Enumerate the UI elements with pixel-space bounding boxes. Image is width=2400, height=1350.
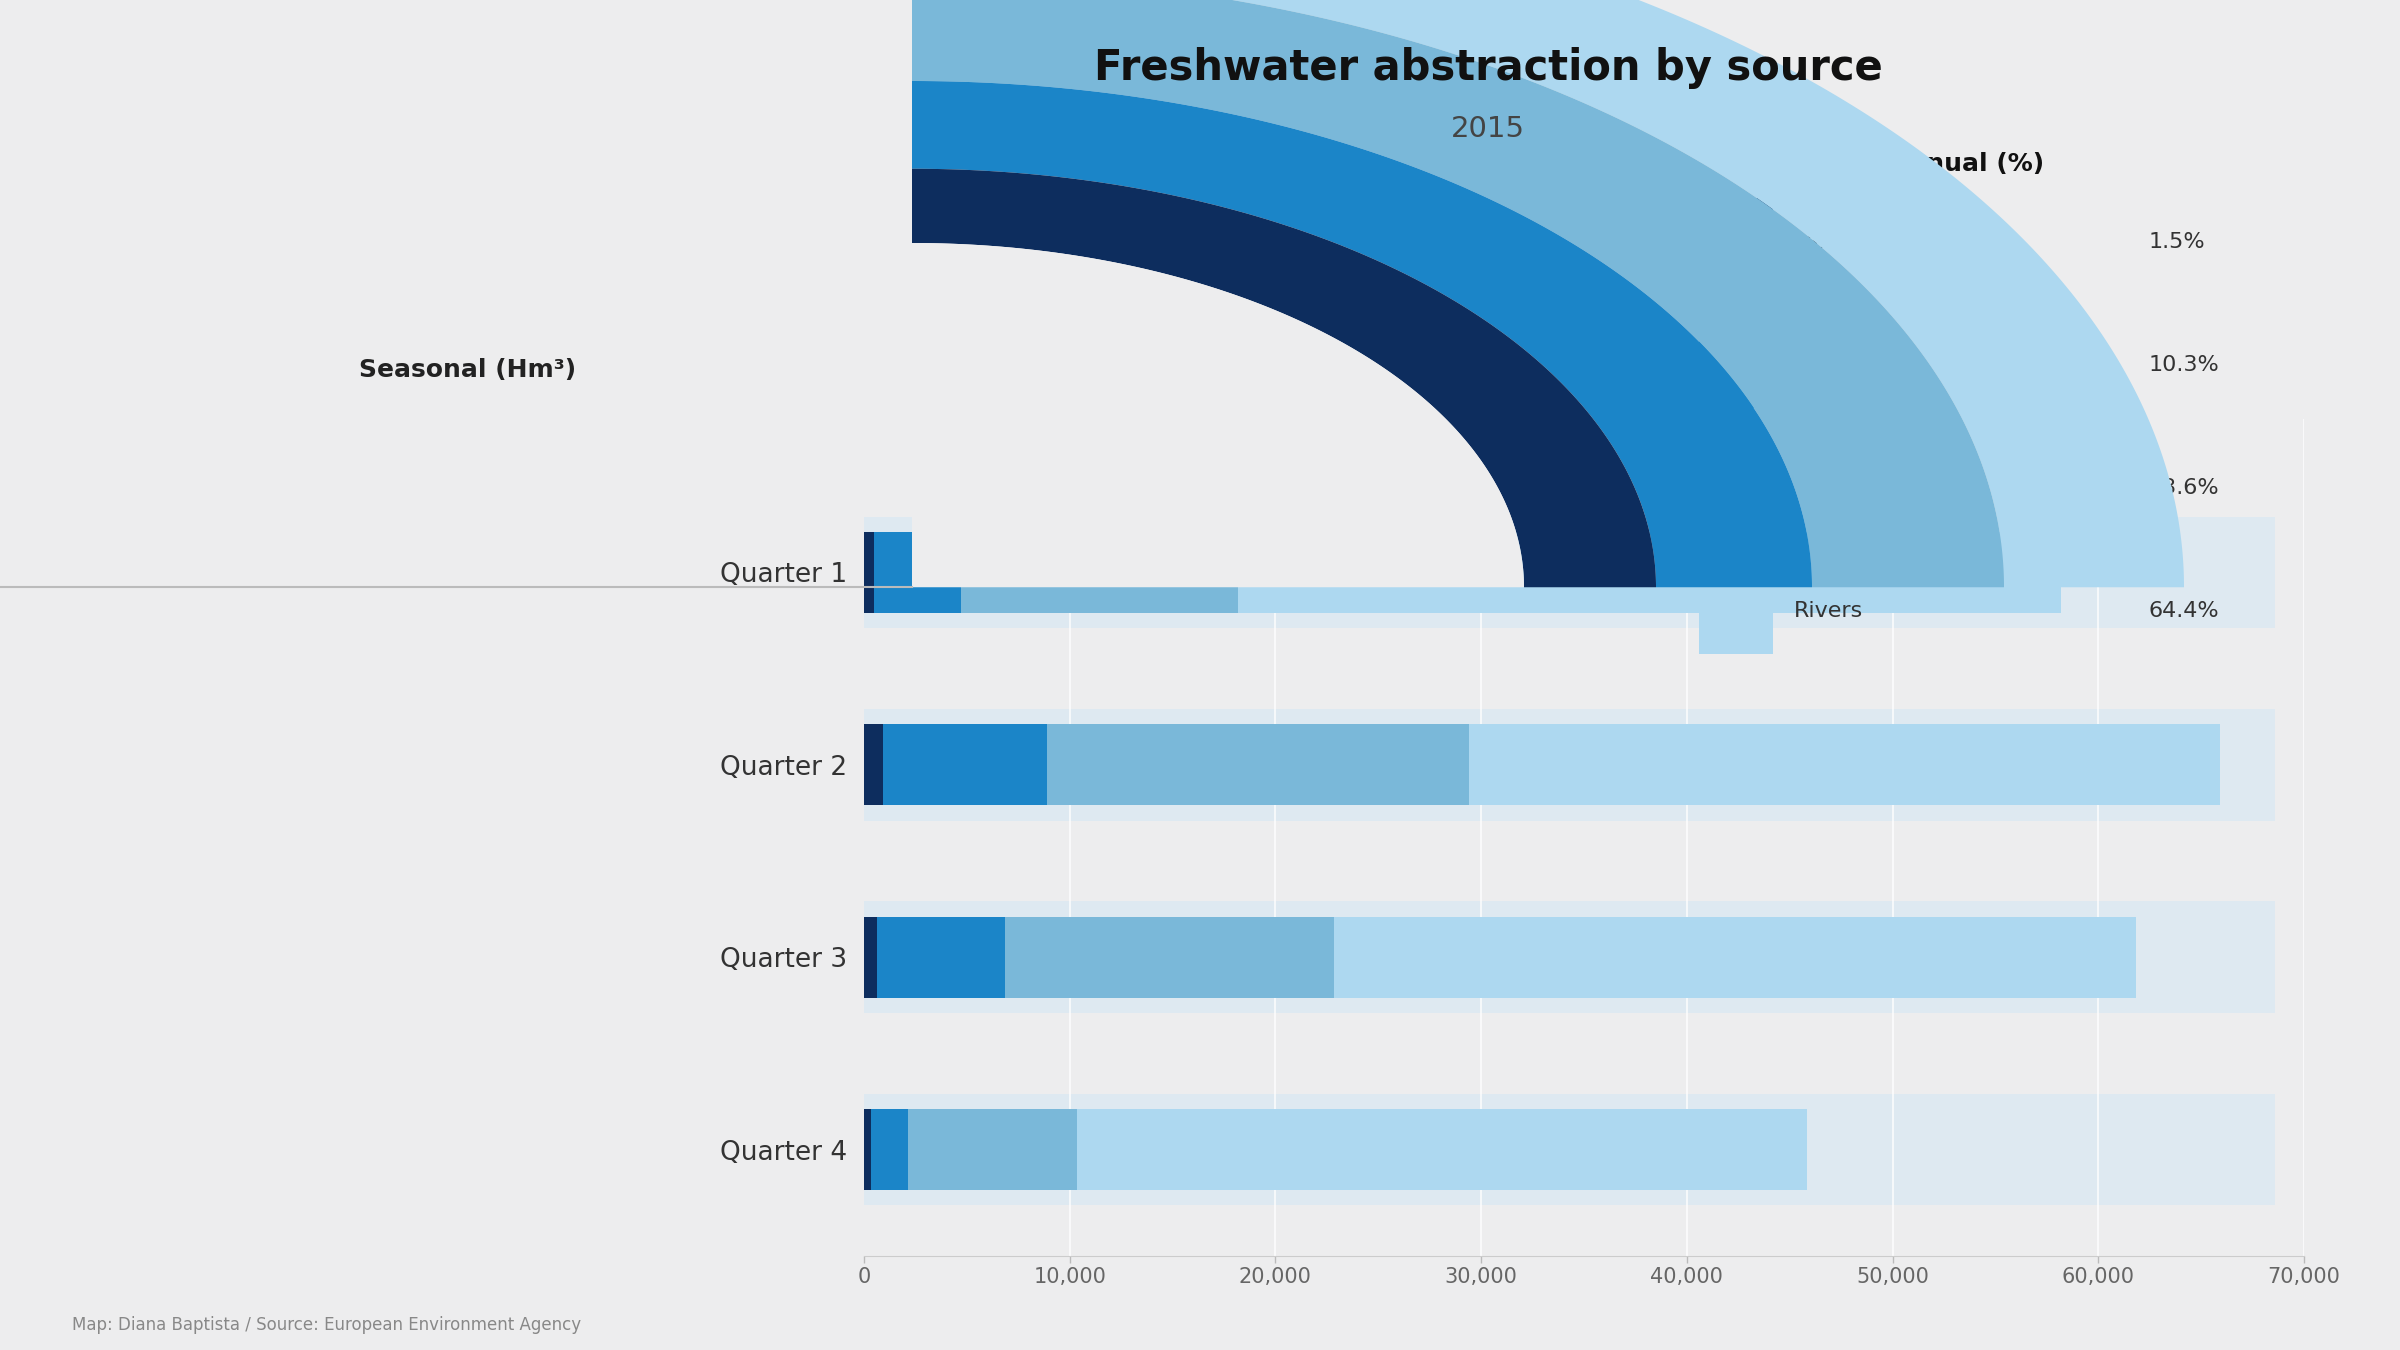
Polygon shape <box>912 243 1524 587</box>
Bar <box>874 532 960 613</box>
FancyBboxPatch shape <box>1699 444 1774 532</box>
Text: 2015: 2015 <box>1452 115 1524 143</box>
Text: Freshwater abstraction by source: Freshwater abstraction by source <box>1094 47 1882 89</box>
Text: Rivers: Rivers <box>1795 601 1862 621</box>
Text: 10.3%: 10.3% <box>2148 355 2220 375</box>
FancyBboxPatch shape <box>1699 567 1774 655</box>
Polygon shape <box>912 0 2400 587</box>
Text: Seasonal (Hm³): Seasonal (Hm³) <box>360 358 576 382</box>
Bar <box>864 532 874 613</box>
Text: 64.4%: 64.4% <box>2148 601 2220 621</box>
Polygon shape <box>912 0 2400 587</box>
Text: Lakes: Lakes <box>1795 231 1858 251</box>
Bar <box>864 1110 871 1191</box>
Bar <box>1078 1110 1807 1191</box>
FancyBboxPatch shape <box>1699 198 1774 285</box>
Text: 23.6%: 23.6% <box>2148 478 2220 498</box>
Bar <box>883 725 1046 805</box>
Bar <box>864 725 883 805</box>
Bar <box>864 709 2275 821</box>
Bar <box>871 1110 907 1191</box>
Bar <box>864 902 2275 1012</box>
Bar <box>864 917 878 998</box>
Bar <box>864 517 2275 628</box>
Bar <box>907 1110 1078 1191</box>
Bar <box>1006 917 1334 998</box>
Bar <box>864 1094 2275 1206</box>
Polygon shape <box>912 0 2400 587</box>
Text: Groundwater: Groundwater <box>1795 478 1939 498</box>
Bar <box>878 917 1006 998</box>
Bar <box>1334 917 2136 998</box>
Text: Annual (%): Annual (%) <box>1889 151 2045 176</box>
Bar <box>1046 725 1469 805</box>
Bar <box>1469 725 2220 805</box>
Polygon shape <box>912 0 2400 587</box>
FancyBboxPatch shape <box>1699 321 1774 408</box>
Bar <box>960 532 1238 613</box>
Text: Artificial
reservoirs: Artificial reservoirs <box>1795 343 1906 386</box>
Text: 1.5%: 1.5% <box>2148 231 2206 251</box>
Text: Map: Diana Baptista / Source: European Environment Agency: Map: Diana Baptista / Source: European E… <box>72 1316 581 1334</box>
Bar <box>1238 532 2062 613</box>
